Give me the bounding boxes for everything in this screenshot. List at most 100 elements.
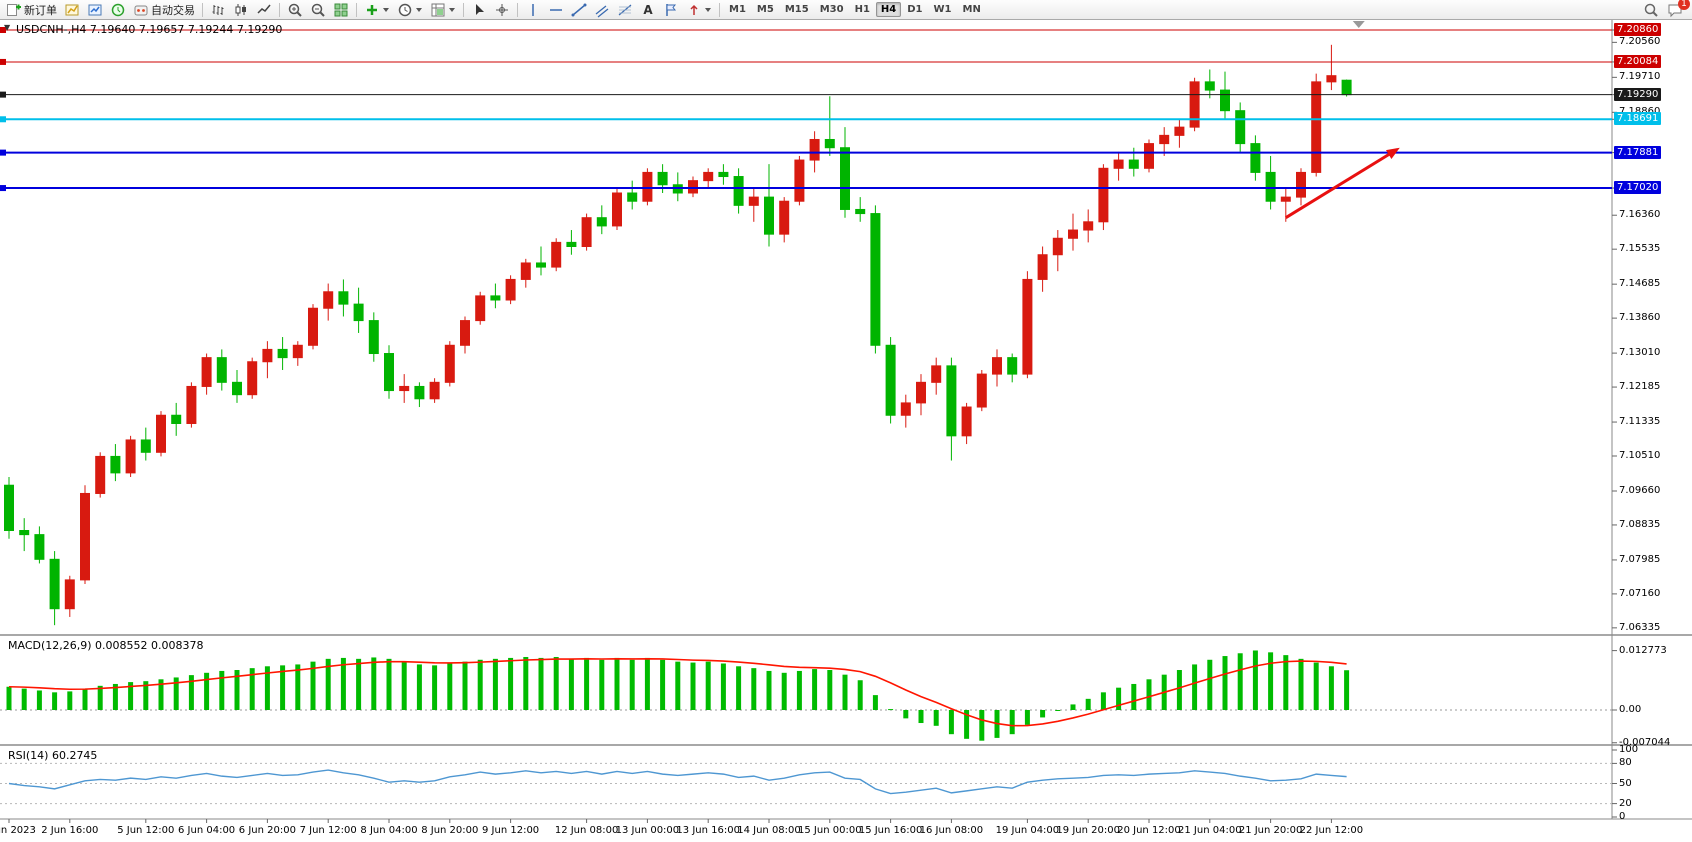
candle-body	[1052, 237, 1063, 256]
new-order-label: 新订单	[24, 3, 57, 17]
notifications-button[interactable]: 1	[1667, 0, 1690, 18]
hline-left-marker	[0, 91, 6, 98]
candle-body	[140, 439, 151, 453]
tf-h1-button[interactable]: H1	[854, 4, 870, 15]
candle-body	[292, 344, 303, 359]
one-click-collapse-icon[interactable]: ▼	[4, 23, 11, 32]
channel-icon	[595, 4, 609, 18]
arrows-tool-button[interactable]	[683, 1, 715, 19]
macd-histogram-bar	[492, 658, 498, 710]
macd-histogram-bar	[173, 677, 179, 710]
candle-body	[1326, 75, 1337, 83]
horizontal-line-button[interactable]	[545, 1, 567, 19]
candle-body	[444, 344, 455, 383]
toolbar-separator	[463, 2, 464, 17]
macd-histogram-bar	[553, 656, 559, 710]
candle-body	[186, 385, 197, 424]
tf-mn-button[interactable]: MN	[962, 4, 981, 15]
candle-body	[384, 353, 394, 392]
rsi-line	[8, 769, 1347, 795]
candle-body	[840, 147, 850, 210]
candle-body	[1144, 143, 1154, 169]
text-tool-button[interactable]: A	[637, 1, 659, 19]
tile-windows-button[interactable]	[330, 1, 352, 19]
periods-button[interactable]	[394, 1, 426, 19]
text-label-button[interactable]	[660, 1, 682, 19]
macd-histogram-bar	[264, 666, 270, 710]
line-chart-icon	[257, 4, 271, 14]
macd-histogram-bar	[1313, 662, 1319, 710]
candle-body	[627, 192, 638, 202]
fibonacci-button[interactable]	[614, 1, 636, 19]
chevron-down-icon	[705, 7, 711, 12]
autotrading-button[interactable]: 自动交易	[130, 1, 198, 19]
candle-body	[1128, 159, 1139, 169]
cursor-button[interactable]	[468, 1, 490, 19]
macd-histogram-bar	[477, 659, 483, 710]
macd-histogram-bar	[82, 688, 88, 710]
candle-body	[64, 579, 75, 610]
macd-histogram-bar	[857, 680, 863, 710]
line-chart-button[interactable]	[253, 1, 275, 19]
candle-body	[688, 180, 698, 194]
candle-body	[566, 241, 577, 248]
candle-body	[992, 357, 1002, 375]
search-icon[interactable]	[1643, 2, 1659, 18]
macd-histogram-bar	[644, 657, 650, 710]
tf-m1-button[interactable]: M1	[729, 4, 746, 15]
tf-h4-button[interactable]: H4	[875, 2, 902, 17]
chevron-down-icon	[416, 7, 422, 12]
bar-chart-button[interactable]	[207, 1, 229, 19]
zoom-out-button[interactable]	[307, 1, 329, 19]
new-order-button[interactable]: 新订单	[3, 1, 60, 19]
templates-button[interactable]	[427, 1, 459, 19]
crosshair-icon	[496, 3, 508, 16]
candle-body	[764, 196, 774, 235]
trendline-button[interactable]	[568, 1, 590, 19]
candle-body	[1265, 171, 1276, 202]
candle-body	[1235, 110, 1246, 145]
zoom-in-button[interactable]	[284, 1, 306, 19]
candle-body	[353, 303, 364, 322]
candlestick-button[interactable]	[230, 1, 252, 19]
candle-body	[125, 439, 136, 474]
autotrading-label: 自动交易	[151, 3, 195, 17]
candle-body	[232, 381, 242, 396]
macd-histogram-bar	[325, 658, 331, 710]
tf-m30-button[interactable]: M30	[819, 4, 844, 15]
candle-body	[900, 402, 911, 416]
macd-histogram-bar	[979, 710, 985, 741]
macd-histogram-bar	[234, 670, 240, 710]
market-watch-button[interactable]	[84, 1, 106, 19]
macd-histogram-bar	[1298, 658, 1304, 710]
macd-histogram-bar	[1100, 692, 1106, 710]
candle-body	[718, 171, 729, 178]
channel-button[interactable]	[591, 1, 613, 19]
tf-d1-button[interactable]: D1	[907, 4, 923, 15]
tf-m15-button[interactable]: M15	[784, 4, 809, 15]
market-watch-icon	[88, 4, 102, 15]
macd-histogram-bar	[1055, 710, 1061, 711]
macd-histogram-bar	[6, 686, 12, 710]
tf-w1-button[interactable]: W1	[933, 4, 952, 15]
macd-histogram-bar	[796, 670, 802, 710]
tf-m5-button[interactable]: M5	[756, 4, 774, 15]
vertical-line-button[interactable]	[522, 1, 544, 19]
candle-body	[1341, 79, 1352, 96]
candle-body	[399, 385, 410, 392]
macd-histogram-bar	[295, 664, 301, 710]
macd-histogram-bar	[1040, 710, 1046, 718]
candle-body	[976, 373, 987, 408]
candle-body	[1098, 167, 1109, 223]
navigator-button[interactable]	[107, 1, 129, 19]
macd-histogram-bar	[705, 661, 711, 710]
pane-separator	[0, 634, 1692, 636]
indicators-button[interactable]	[361, 1, 393, 19]
candle-body	[733, 176, 744, 206]
clock-icon	[398, 3, 412, 16]
toolbar-separator	[279, 2, 280, 17]
crosshair-button[interactable]	[491, 1, 513, 19]
charts-button[interactable]	[61, 1, 83, 19]
macd-histogram-bar	[447, 663, 453, 710]
